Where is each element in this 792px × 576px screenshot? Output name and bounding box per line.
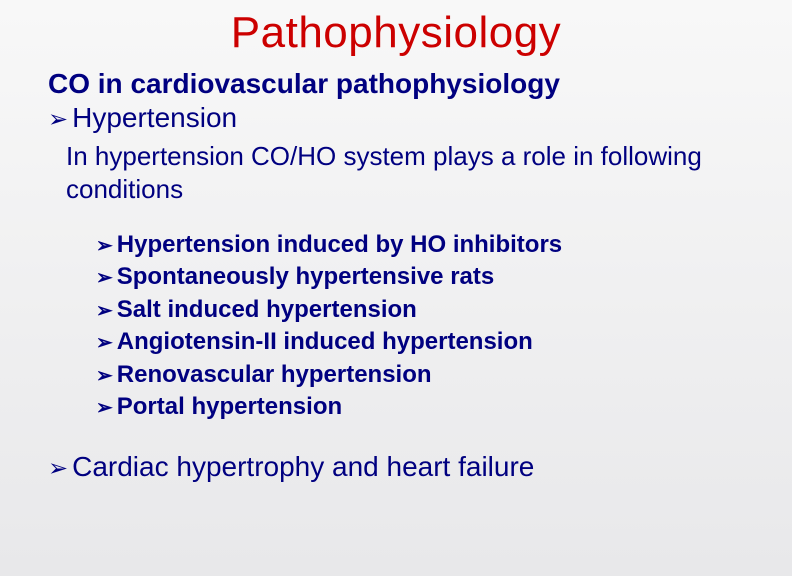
subtitle: CO in cardiovascular pathophysiology: [48, 68, 744, 100]
body-paragraph: In hypertension CO/HO system plays a rol…: [48, 140, 744, 205]
sub-bullet-item: ➢Spontaneously hypertensive rats: [96, 261, 744, 293]
triangle-bullet-icon: ➢: [48, 106, 68, 133]
main-bullet-label: Cardiac hypertrophy and heart failure: [72, 451, 534, 482]
sub-bullet-label: Hypertension induced by HO inhibitors: [117, 231, 562, 258]
main-bullet-cardiac: ➢Cardiac hypertrophy and heart failure: [48, 451, 744, 483]
sub-bullet-label: Spontaneously hypertensive rats: [117, 263, 494, 290]
main-bullet-label: Hypertension: [72, 102, 237, 133]
sub-bullet-label: Salt induced hypertension: [117, 296, 417, 323]
triangle-bullet-icon: ➢: [96, 332, 113, 354]
sub-bullet-item: ➢Renovascular hypertension: [96, 359, 744, 391]
triangle-bullet-icon: ➢: [96, 267, 113, 289]
sub-bullet-label: Angiotensin-II induced hypertension: [117, 328, 533, 355]
sub-bullet-item: ➢Salt induced hypertension: [96, 294, 744, 326]
triangle-bullet-icon: ➢: [96, 365, 113, 387]
slide-title: Pathophysiology: [48, 8, 744, 58]
sub-bullet-item: ➢Portal hypertension: [96, 391, 744, 423]
triangle-bullet-icon: ➢: [48, 455, 68, 482]
sub-bullet-list: ➢Hypertension induced by HO inhibitors ➢…: [48, 229, 744, 423]
triangle-bullet-icon: ➢: [96, 300, 113, 322]
sub-bullet-item: ➢Hypertension induced by HO inhibitors: [96, 229, 744, 261]
main-bullet-hypertension: ➢Hypertension: [48, 102, 744, 134]
triangle-bullet-icon: ➢: [96, 397, 113, 419]
slide-container: Pathophysiology CO in cardiovascular pat…: [0, 0, 792, 576]
sub-bullet-item: ➢Angiotensin-II induced hypertension: [96, 326, 744, 358]
sub-bullet-label: Renovascular hypertension: [117, 361, 432, 388]
sub-bullet-label: Portal hypertension: [117, 393, 342, 420]
triangle-bullet-icon: ➢: [96, 235, 113, 257]
